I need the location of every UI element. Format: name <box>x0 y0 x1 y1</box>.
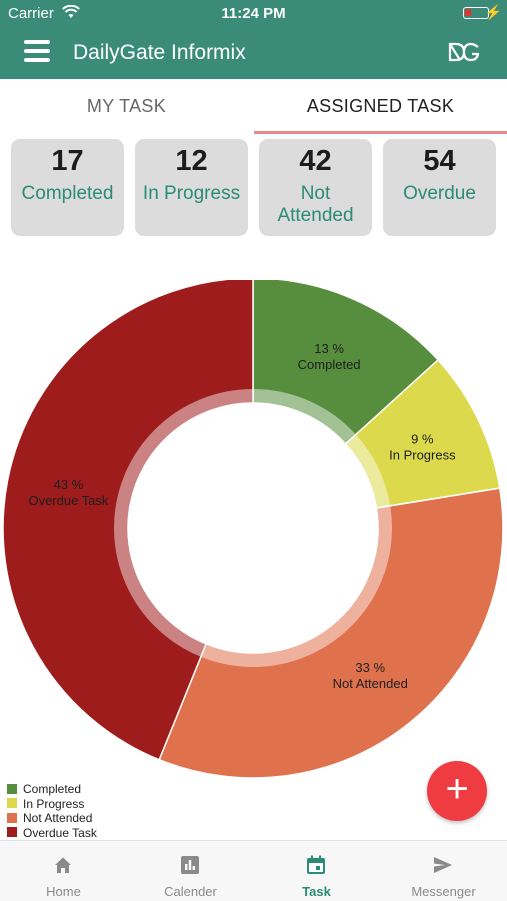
tab-assigned-task[interactable]: ASSIGNED TASK <box>306 96 455 116</box>
slice-category-label: Overdue Task <box>28 493 108 508</box>
donut-slice-overdue-task[interactable] <box>2 280 254 761</box>
add-task-button[interactable]: + <box>427 761 487 821</box>
in-progress-label: In Progress <box>142 183 241 204</box>
summary-card-in-progress[interactable]: 12 In Progress <box>135 139 248 236</box>
status-bar: Carrier 11:24 PM ⚡ <box>0 0 507 28</box>
completed-label: Completed <box>21 183 114 204</box>
overdue-count: 54 <box>423 145 456 177</box>
tab-my-task[interactable]: MY TASK <box>86 96 167 116</box>
legend-swatch <box>7 812 17 823</box>
donut-inner-ring <box>114 389 392 667</box>
nav-messenger[interactable]: Messenger <box>380 841 507 901</box>
hamburger-menu-icon[interactable] <box>24 40 50 64</box>
legend-swatch <box>7 827 17 838</box>
chart-legend: Completed In Progress Not Attended Overdue … <box>7 782 97 840</box>
nav-calender-label: Calender <box>164 884 217 899</box>
slice-category-label: In Progress <box>389 447 456 462</box>
app-title: DailyGate Informix <box>73 41 246 64</box>
not-attended-label: Not Attended <box>277 183 354 226</box>
completed-count: 17 <box>51 145 84 177</box>
nav-task[interactable]: Task <box>253 841 380 901</box>
nav-messenger-label: Messenger <box>411 884 476 899</box>
slice-percent-label: 9 % <box>411 431 434 446</box>
nav-home[interactable]: Home <box>0 841 127 901</box>
task-status-donut-chart: 13 %Completed 9 %In Progress 33 %Not Atten… <box>2 280 504 779</box>
clock: 11:24 PM <box>221 5 286 22</box>
calendar-icon <box>307 855 325 874</box>
overdue-label: Overdue <box>403 183 476 204</box>
nav-task-label: Task <box>302 884 331 899</box>
legend-swatch <box>7 783 17 794</box>
slice-percent-label: 43 % <box>54 477 84 492</box>
legend-item-not-attended: Not Attended <box>7 811 97 826</box>
in-progress-count: 12 <box>175 145 208 177</box>
donut-hole <box>128 403 378 653</box>
legend-label: Overdue Task <box>23 825 97 840</box>
bar-chart-icon <box>181 856 199 874</box>
app-bar: DailyGate Informix <box>0 28 507 79</box>
legend-label: In Progress <box>23 796 85 811</box>
slice-percent-label: 33 % <box>355 660 385 675</box>
summary-card-not-attended[interactable]: 42 Not Attended <box>259 139 372 236</box>
legend-label: Not Attended <box>23 811 93 825</box>
plus-icon: + <box>445 767 469 811</box>
legend-label: Completed <box>23 782 82 796</box>
nav-home-label: Home <box>46 884 81 899</box>
bottom-navigation: Home Calender Task M <box>0 840 507 901</box>
legend-item-overdue-task: Overdue Task <box>7 826 97 841</box>
carrier-label: Carrier <box>8 5 54 22</box>
not-attended-count: 42 <box>299 145 332 177</box>
summary-card-overdue[interactable]: 54 Overdue <box>383 139 496 236</box>
wifi-icon <box>62 5 80 18</box>
slice-percent-label: 13 % <box>314 341 344 356</box>
send-icon <box>434 857 452 873</box>
battery-icon <box>463 7 489 19</box>
legend-item-completed: Completed <box>7 782 97 797</box>
active-tab-indicator <box>254 131 507 134</box>
home-icon <box>55 857 71 873</box>
dailygate-logo-icon <box>448 42 480 62</box>
slice-category-label: Not Attended <box>333 676 408 691</box>
slice-category-label: Completed <box>298 357 361 372</box>
legend-item-in-progress: In Progress <box>7 797 97 812</box>
task-tabs: MY TASK ASSIGNED TASK <box>0 79 507 135</box>
summary-card-completed[interactable]: 17 Completed <box>11 139 124 236</box>
charging-bolt-icon: ⚡ <box>484 4 502 20</box>
nav-calender[interactable]: Calender <box>127 841 254 901</box>
legend-swatch <box>7 798 17 809</box>
